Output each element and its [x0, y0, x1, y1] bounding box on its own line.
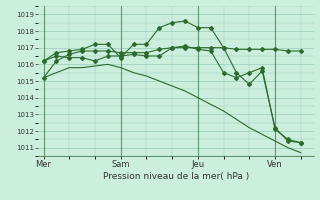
- X-axis label: Pression niveau de la mer( hPa ): Pression niveau de la mer( hPa ): [103, 172, 249, 181]
